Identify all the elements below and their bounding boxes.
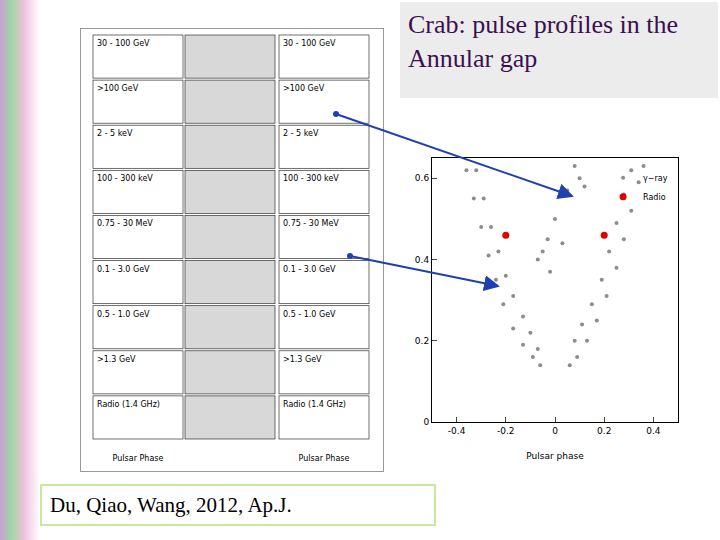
svg-text:0.75 - 30 MeV: 0.75 - 30 MeV xyxy=(97,219,153,228)
svg-text:2 - 5 keV: 2 - 5 keV xyxy=(283,129,319,138)
svg-text:-0.4: -0.4 xyxy=(448,426,466,436)
svg-text:0: 0 xyxy=(552,426,558,436)
svg-text:Pulsar Phase: Pulsar Phase xyxy=(299,454,350,463)
svg-text:0.75 - 30 MeV: 0.75 - 30 MeV xyxy=(283,219,339,228)
svg-text:100 - 300 keV: 100 - 300 keV xyxy=(283,174,339,183)
svg-text:100 - 300 keV: 100 - 300 keV xyxy=(97,174,153,183)
svg-text:>1.3 GeV: >1.3 GeV xyxy=(283,355,322,364)
svg-text:Pulsar phase: Pulsar phase xyxy=(526,451,584,461)
svg-text:>100 GeV: >100 GeV xyxy=(283,84,325,93)
svg-text:Radio (1.4 GHz): Radio (1.4 GHz) xyxy=(97,400,160,409)
html-text:Du, Qiao, Wang, 2012, Ap.J.: Du, Qiao, Wang, 2012, Ap.J. xyxy=(50,493,292,517)
svg-text:-0.2: -0.2 xyxy=(497,426,515,436)
svg-text:2 - 5 keV: 2 - 5 keV xyxy=(97,129,133,138)
svg-text:γ−ray: γ−ray xyxy=(643,174,668,183)
svg-text:0.5 - 1.0 GeV: 0.5 - 1.0 GeV xyxy=(97,310,150,319)
svg-text:0.1 - 3.0 GeV: 0.1 - 3.0 GeV xyxy=(97,265,150,274)
svg-text:>100 GeV: >100 GeV xyxy=(97,84,139,93)
svg-text:Radio (1.4 GHz): Radio (1.4 GHz) xyxy=(283,400,346,409)
svg-text:30 - 100 GeV: 30 - 100 GeV xyxy=(97,39,150,48)
svg-text:0.6: 0.6 xyxy=(415,173,430,183)
svg-text:0.1 - 3.0 GeV: 0.1 - 3.0 GeV xyxy=(283,265,336,274)
svg-text:Radio: Radio xyxy=(643,193,666,202)
svg-text:0.4: 0.4 xyxy=(646,426,661,436)
svg-text:0.2: 0.2 xyxy=(415,336,429,346)
svg-text:0: 0 xyxy=(423,417,429,427)
svg-text:>1.3 GeV: >1.3 GeV xyxy=(97,355,136,364)
svg-text:0.4: 0.4 xyxy=(415,255,430,265)
svg-text:0.2: 0.2 xyxy=(597,426,611,436)
svg-text:Pulsar Phase: Pulsar Phase xyxy=(113,454,164,463)
svg-text:30 - 100 GeV: 30 - 100 GeV xyxy=(283,39,336,48)
html-text:Crab: pulse profiles in the An: Crab: pulse profiles in the Annular gap xyxy=(408,10,679,73)
svg-text:0.5 - 1.0 GeV: 0.5 - 1.0 GeV xyxy=(283,310,336,319)
